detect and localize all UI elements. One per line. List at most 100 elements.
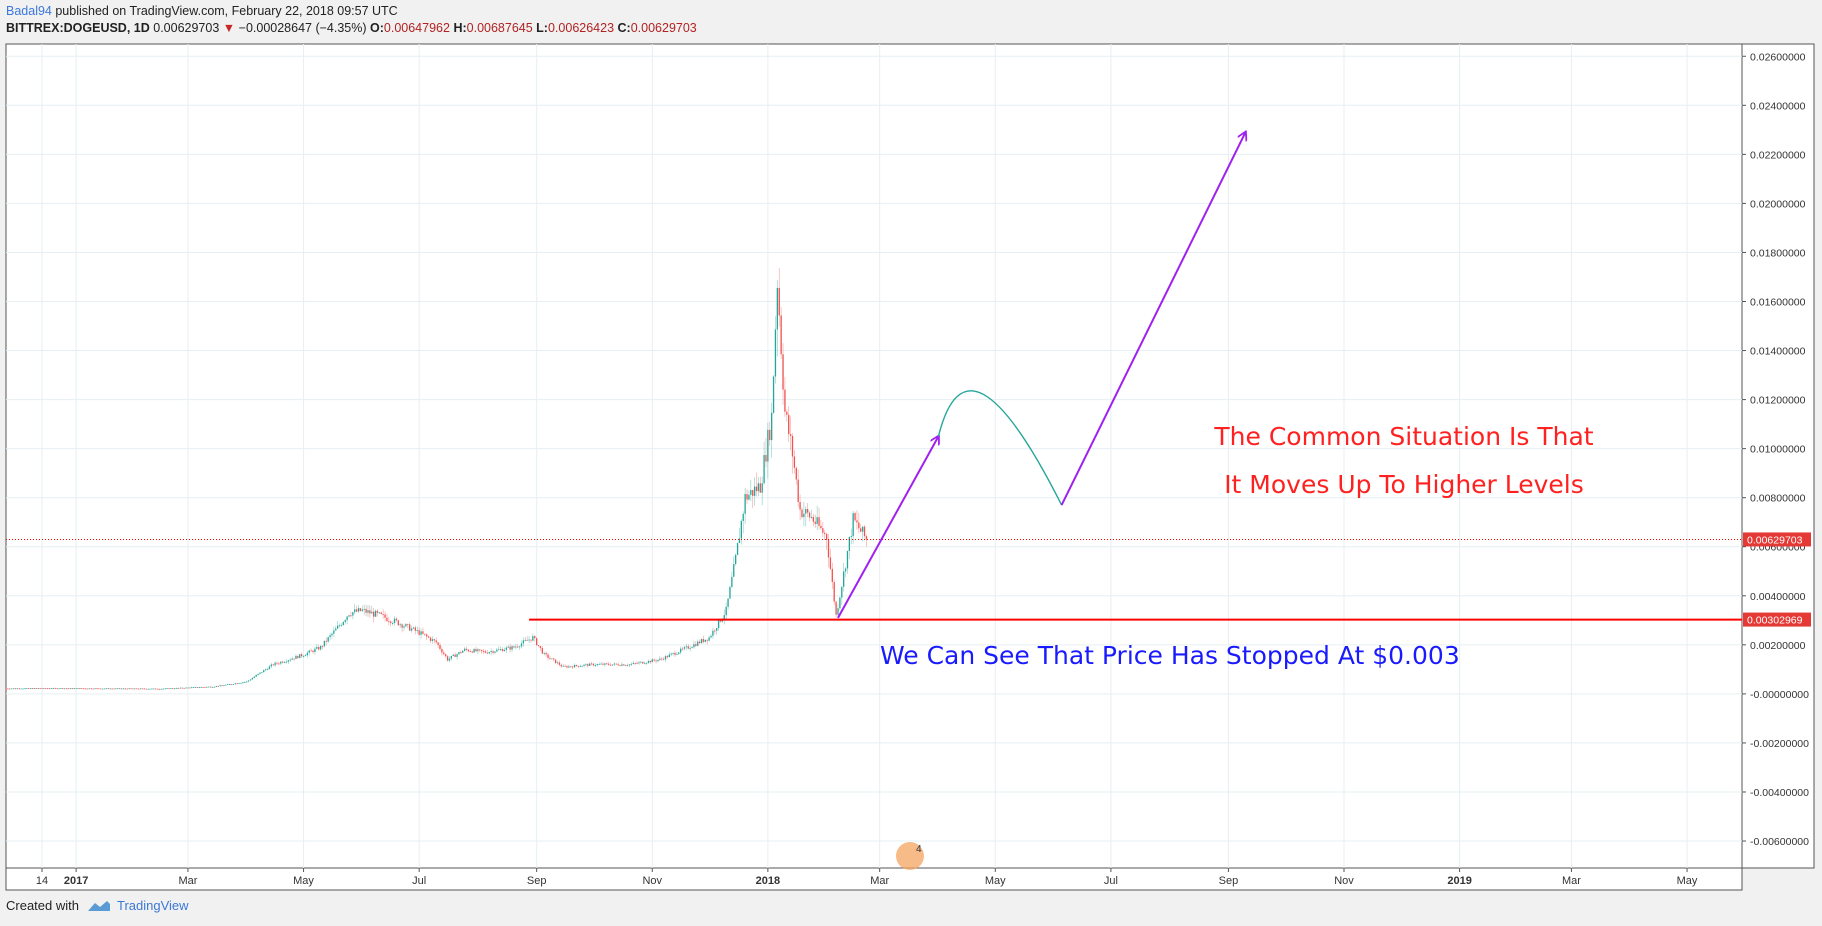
symbol-label[interactable]: BITTREX:DOGEUSD, 1D [6,21,150,35]
candle-body [177,687,180,689]
open-value: 0.00647962 [383,21,450,35]
candle-body [388,621,390,622]
candle-body [81,688,83,690]
candle-body [757,483,760,492]
candle-body [435,640,437,643]
candle-body [198,687,200,689]
candle-body [594,665,597,666]
projection-arrow [1060,132,1246,506]
candle-body [697,641,699,646]
candle-body [117,688,119,690]
candle-body [797,479,799,503]
candle-body [844,568,847,572]
candle-body [801,509,803,518]
candle-body [479,649,481,651]
candle-body [856,520,858,523]
candle-body [43,688,45,689]
candle-body [534,636,536,639]
candle-body [640,661,642,663]
candle-body [799,502,801,510]
candle-body [471,651,473,653]
candle-body [399,624,401,626]
candle-body [577,665,580,667]
candle-body [168,688,170,690]
candle-body [583,664,585,666]
candle-body [160,688,163,690]
candle-body [556,662,559,664]
candle-body [477,649,479,652]
candle-body [367,610,369,613]
candle-body [213,686,216,688]
x-tick-label: 2018 [756,875,780,887]
candle-body [12,688,15,690]
candle-body [619,665,621,667]
candle-body [628,664,631,666]
author-link[interactable]: Badal94 [6,4,52,18]
candle-body [774,329,777,377]
candle-body [530,639,532,641]
candle-body [227,684,229,685]
candle-body [742,513,744,521]
time-axis[interactable] [5,867,1743,891]
candle-body [179,687,182,689]
candle-body [827,539,830,558]
candle-body [623,664,625,666]
candle-body [56,688,58,689]
candle-body [689,648,691,649]
y-tick-label: 0.02400000 [1750,100,1806,112]
candle-body [674,652,676,655]
candle-body [369,610,371,614]
candle-body [554,659,557,664]
candle-body [35,688,37,689]
candle-body [314,648,316,652]
candle-body [65,688,68,690]
candle-body [299,654,301,659]
candle-body [39,688,41,690]
candle-body [206,686,208,688]
candle-body [264,669,267,671]
candle-body [5,688,7,690]
candle-body [589,663,591,666]
candle-body [581,665,583,667]
candle-body [221,685,223,687]
candle-body [678,652,680,654]
candle-body [486,652,489,654]
candle-body [278,663,280,665]
candle-body [553,658,555,660]
candle-body [204,687,206,688]
candle-body [793,456,796,468]
candle-body [824,532,826,535]
candle-body [355,609,358,612]
candle-body [782,354,784,390]
candle-body [376,610,379,613]
y-tick-label: 0.00800000 [1750,493,1806,505]
candle-body [698,641,701,644]
candle-body [748,494,750,500]
tradingview-link[interactable]: TradingView [116,898,189,913]
price-axis[interactable] [1741,43,1815,869]
candle-body [518,646,521,648]
candle-body [48,688,51,690]
last-price-label: 0.00629703 [1747,534,1803,546]
high-label: H: [453,21,467,35]
candle-body [41,688,43,690]
candle-body [625,665,627,667]
candle-body [414,627,417,631]
candle-body [189,687,191,689]
candle-body [604,663,606,665]
candle-body [670,653,672,655]
candle-body [409,624,411,631]
candle-body [734,554,737,565]
candle-body [841,586,843,598]
support-price-label: 0.00302969 [1747,615,1803,627]
candle-body [403,626,405,628]
price-labels: 0.00629703 0.00302969 [1743,532,1811,627]
projection-arrow [837,436,938,619]
candle-body [503,649,506,652]
plot-area[interactable] [5,43,1743,869]
candle-body [850,536,852,538]
candle-body [681,648,684,650]
candle-body [854,513,856,521]
candle-body [191,687,193,689]
